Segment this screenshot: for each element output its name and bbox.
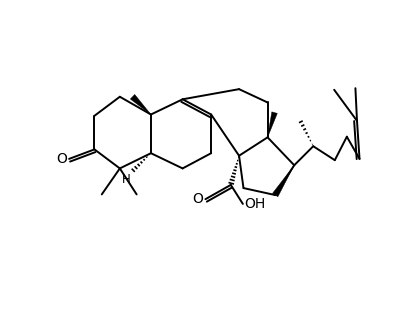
Text: O: O bbox=[192, 192, 203, 206]
Text: O: O bbox=[56, 152, 67, 166]
Text: OH: OH bbox=[244, 197, 266, 211]
Polygon shape bbox=[130, 94, 151, 115]
Polygon shape bbox=[272, 165, 294, 197]
Text: H: H bbox=[122, 173, 131, 186]
Polygon shape bbox=[267, 112, 277, 137]
